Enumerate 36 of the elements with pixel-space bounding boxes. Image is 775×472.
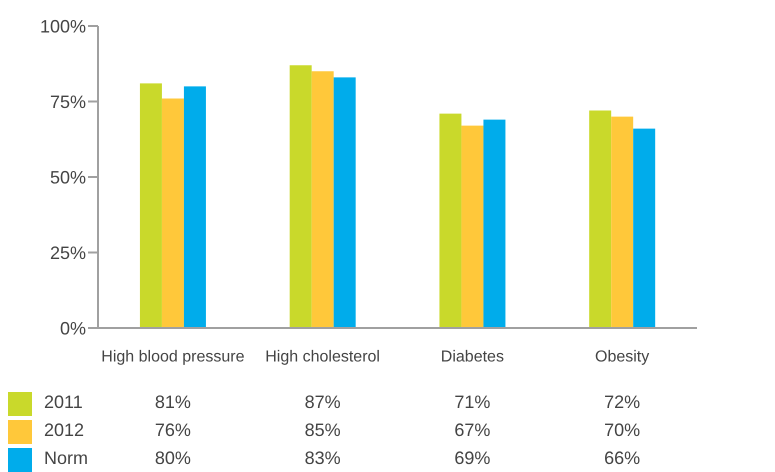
bar: [611, 116, 634, 328]
x-tick-label: Obesity: [595, 348, 650, 366]
x-tick-label: High cholesterol: [265, 348, 380, 366]
data-label: 72%: [603, 392, 642, 413]
data-label: 70%: [603, 420, 642, 441]
legend-label: 2011: [44, 392, 83, 413]
data-label: 87%: [304, 392, 342, 413]
data-label: 67%: [453, 420, 492, 441]
bar: [633, 128, 656, 328]
y-tick-label: 50%: [50, 167, 86, 188]
bar: [589, 110, 612, 328]
data-label: 66%: [603, 448, 642, 469]
legend-label: 2012: [44, 420, 84, 441]
data-label: 85%: [304, 420, 342, 441]
bar: [162, 98, 184, 328]
bar: [461, 126, 484, 328]
bar: [334, 77, 356, 328]
data-label: 81%: [154, 392, 192, 413]
y-tick-label: 75%: [50, 92, 86, 112]
data-label: 80%: [154, 448, 192, 469]
x-tick-label: High blood pressure: [101, 348, 245, 366]
data-label: 69%: [453, 448, 492, 469]
bar: [439, 114, 462, 328]
bar: [312, 71, 334, 328]
bar: [483, 120, 506, 328]
data-label: 83%: [304, 448, 342, 469]
y-tick-label: 0%: [60, 318, 86, 338]
x-tick-label: Diabetes: [440, 348, 504, 366]
bar: [140, 83, 162, 328]
y-tick-label: 25%: [50, 242, 86, 263]
data-label: 76%: [154, 420, 192, 441]
y-tick-label: 100%: [40, 16, 86, 36]
bar: [290, 65, 312, 328]
bar: [184, 86, 206, 328]
legend-label: Norm: [44, 448, 88, 469]
data-label: 71%: [453, 392, 492, 413]
